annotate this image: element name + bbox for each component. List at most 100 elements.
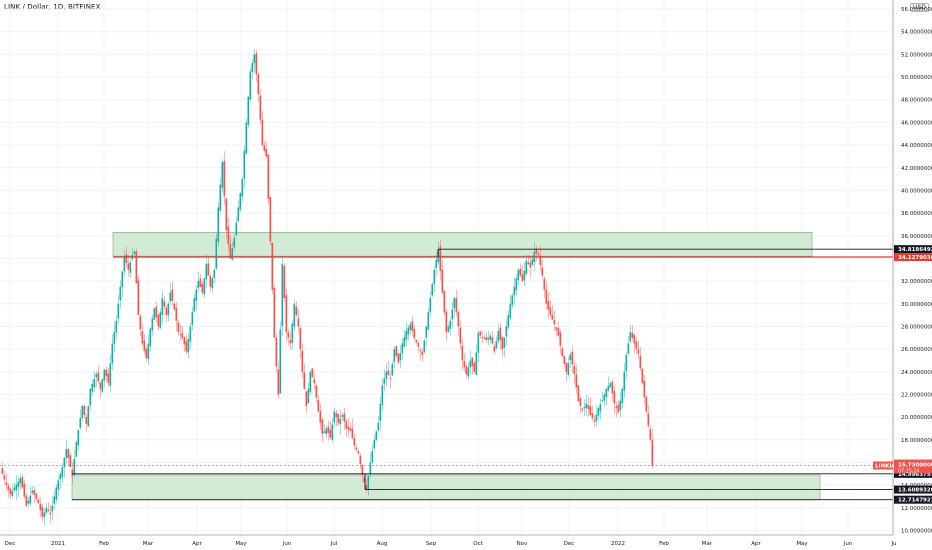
y-tick-label: 36.00000000 (901, 234, 932, 240)
candle-body (507, 315, 510, 328)
candle-body (631, 332, 634, 338)
candle-body (313, 379, 316, 384)
candle-body (459, 327, 462, 344)
candle-body (557, 328, 560, 336)
candle-body (633, 335, 636, 344)
candle-body (225, 198, 228, 231)
candle-body (475, 352, 478, 376)
candle-body (15, 484, 18, 491)
candle-body (407, 327, 410, 335)
candle-body (261, 119, 264, 146)
x-tick-label: Feb (99, 541, 109, 547)
candle-body (153, 308, 156, 320)
candle-body (623, 371, 626, 391)
candle-body (443, 290, 446, 313)
candle-body (345, 421, 348, 429)
candle-body (291, 323, 294, 343)
candle-body (381, 385, 384, 406)
candle-body (319, 411, 322, 423)
symbol-title: LINK / Dollar, 1D, BITFINEX (4, 3, 101, 11)
candle-body (203, 278, 206, 295)
candle-body (367, 476, 370, 490)
candle-body (147, 343, 150, 359)
candle-body (569, 354, 572, 361)
candle-body (135, 251, 138, 284)
candle-body (145, 348, 148, 359)
currency-badge[interactable]: USD (910, 3, 929, 12)
y-tick-label: 20.00000000 (901, 415, 932, 421)
candle-body (211, 278, 214, 289)
x-tick-label: May (796, 541, 808, 547)
candle-body (425, 326, 428, 338)
candle-body (193, 298, 196, 312)
candle-body (233, 238, 236, 248)
candle-body (47, 509, 50, 512)
candle-body (465, 366, 468, 375)
candle-body (441, 269, 444, 293)
candle-body (245, 122, 248, 154)
candle-body (567, 363, 570, 375)
candle-body (589, 406, 592, 415)
candle-body (517, 269, 520, 280)
candle-body (113, 332, 116, 344)
candle-body (27, 500, 30, 504)
candle-body (205, 264, 208, 280)
candle-body (235, 222, 238, 235)
candle-body (575, 374, 578, 388)
candle-body (243, 150, 246, 179)
candle-body (573, 366, 576, 375)
candle-body (415, 340, 418, 343)
candle-body (21, 477, 24, 488)
candle-body (375, 431, 378, 440)
candle-body (273, 288, 276, 338)
candle-body (267, 154, 270, 199)
candle-body (559, 332, 562, 346)
candle-body (115, 320, 118, 333)
y-tick-label: 12.00000000 (901, 506, 932, 512)
candle-body (379, 404, 382, 421)
candle-body (359, 455, 362, 465)
candle-body (143, 340, 146, 351)
zone-support (71, 474, 821, 501)
candle-body (629, 332, 632, 342)
candle-body (83, 405, 86, 415)
candle-body (71, 469, 74, 477)
candle-body (231, 248, 234, 260)
candle-body (371, 451, 374, 463)
candle-body (399, 353, 402, 361)
candle-body (127, 263, 130, 270)
candle-body (369, 462, 372, 474)
x-tick-label: Dec (564, 541, 575, 547)
candle-body (285, 295, 288, 333)
x-tick-label: May (235, 541, 247, 547)
candle-body (241, 179, 244, 197)
candle-body (39, 503, 42, 511)
candle-body (215, 238, 218, 269)
candle-body (99, 382, 102, 389)
price-label-bg (894, 469, 932, 478)
candle-body (3, 475, 6, 480)
candle-body (397, 353, 400, 363)
candle-body (221, 162, 224, 188)
y-tick-label: 32.00000000 (901, 279, 932, 285)
candle-body (219, 184, 222, 211)
x-tick-label: Apr (192, 541, 202, 547)
candle-body (61, 466, 64, 478)
candle-body (53, 496, 56, 504)
candle-body (493, 346, 496, 352)
candle-body (471, 357, 474, 367)
price-label-bg (894, 252, 932, 261)
candle-body (341, 414, 344, 418)
candle-body (457, 311, 460, 327)
candle-body (467, 367, 470, 377)
candle-body (449, 320, 452, 329)
x-tick-label: Jun (282, 541, 292, 547)
candle-body (253, 54, 256, 64)
candle-body (599, 404, 602, 412)
candle-body (43, 512, 46, 517)
candle-body (195, 289, 198, 301)
y-tick-label: 38.00000000 (901, 211, 932, 217)
candle-body (279, 329, 282, 394)
candle-body (67, 449, 70, 458)
